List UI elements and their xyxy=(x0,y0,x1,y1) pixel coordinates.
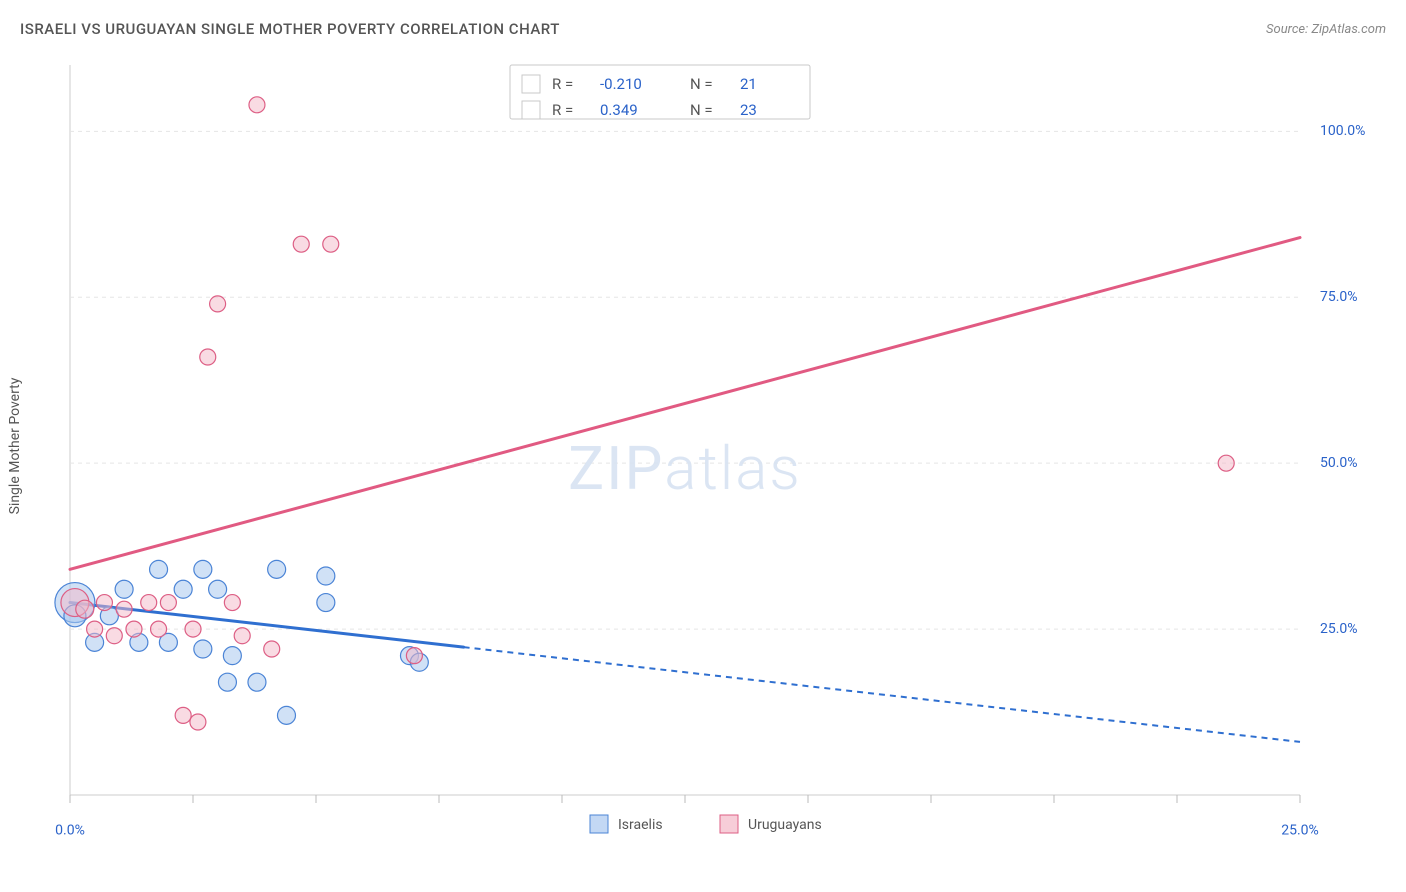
data-point xyxy=(175,707,191,723)
svg-text:N =: N = xyxy=(690,75,713,93)
y-axis-label: Single Mother Poverty xyxy=(7,378,23,515)
svg-text:N =: N = xyxy=(690,101,713,119)
svg-text:23: 23 xyxy=(740,101,757,119)
legend-swatch xyxy=(720,815,738,833)
legend-swatch xyxy=(522,75,540,93)
data-point xyxy=(106,628,122,644)
data-point xyxy=(126,621,142,637)
data-point xyxy=(200,349,216,365)
data-point xyxy=(194,560,212,578)
data-point xyxy=(249,97,265,113)
data-point xyxy=(277,706,295,724)
legend-swatch xyxy=(590,815,608,833)
data-point xyxy=(150,560,168,578)
data-point xyxy=(268,560,286,578)
chart-area: 25.0% 50.0% 75.0% 100.0% 0.0% 25.0% ZIPatlas R … xyxy=(50,55,1386,835)
data-point xyxy=(87,621,103,637)
data-point xyxy=(406,648,422,664)
data-point xyxy=(194,640,212,658)
data-point xyxy=(141,595,157,611)
source-link[interactable]: ZipAtlas.com xyxy=(1311,22,1386,37)
legend-swatch xyxy=(522,101,540,119)
y-tick-label: 100.0% xyxy=(1320,123,1365,139)
data-point xyxy=(317,567,335,585)
legend-label: Uruguayans xyxy=(748,817,822,833)
chart-title: ISRAELI VS URUGUAYAN SINGLE MOTHER POVER… xyxy=(20,20,560,38)
data-point xyxy=(115,580,133,598)
data-point xyxy=(116,601,132,617)
data-point xyxy=(293,236,309,252)
svg-text:-0.210: -0.210 xyxy=(600,75,642,93)
data-point xyxy=(185,621,201,637)
y-tick-label: 75.0% xyxy=(1320,289,1358,305)
y-tick-label: 25.0% xyxy=(1320,621,1358,637)
svg-text:0.349: 0.349 xyxy=(600,101,638,119)
data-point xyxy=(151,621,167,637)
source-credit: Source: ZipAtlas.com xyxy=(1266,22,1386,37)
data-point xyxy=(223,647,241,665)
data-point xyxy=(224,595,240,611)
data-point xyxy=(174,580,192,598)
data-point xyxy=(190,714,206,730)
data-point xyxy=(210,296,226,312)
data-point xyxy=(1218,455,1234,471)
svg-text:21: 21 xyxy=(740,75,757,93)
x-tick-label: 25.0% xyxy=(1281,823,1319,835)
data-point xyxy=(323,236,339,252)
data-point xyxy=(317,594,335,612)
scatter-plot: 25.0% 50.0% 75.0% 100.0% 0.0% 25.0% ZIPatlas R … xyxy=(50,55,1386,835)
data-point xyxy=(96,595,112,611)
y-tick-label: 50.0% xyxy=(1320,455,1358,471)
source-prefix: Source: xyxy=(1266,22,1311,37)
data-point xyxy=(248,673,266,691)
data-point xyxy=(76,600,94,618)
svg-text:R =: R = xyxy=(552,75,573,93)
data-point xyxy=(264,641,280,657)
watermark: ZIPatlas xyxy=(568,433,802,504)
correlation-stats: R = -0.210 N = 21 R = 0.349 N = 23 xyxy=(510,65,810,119)
data-point xyxy=(218,673,236,691)
data-point xyxy=(160,595,176,611)
trend-line-extrapolated xyxy=(464,647,1300,742)
data-point xyxy=(234,628,250,644)
x-tick-label: 0.0% xyxy=(55,823,85,835)
data-point xyxy=(209,580,227,598)
svg-text:R =: R = xyxy=(552,101,573,119)
legend-label: Israelis xyxy=(618,817,663,833)
trend-line xyxy=(70,238,1300,570)
